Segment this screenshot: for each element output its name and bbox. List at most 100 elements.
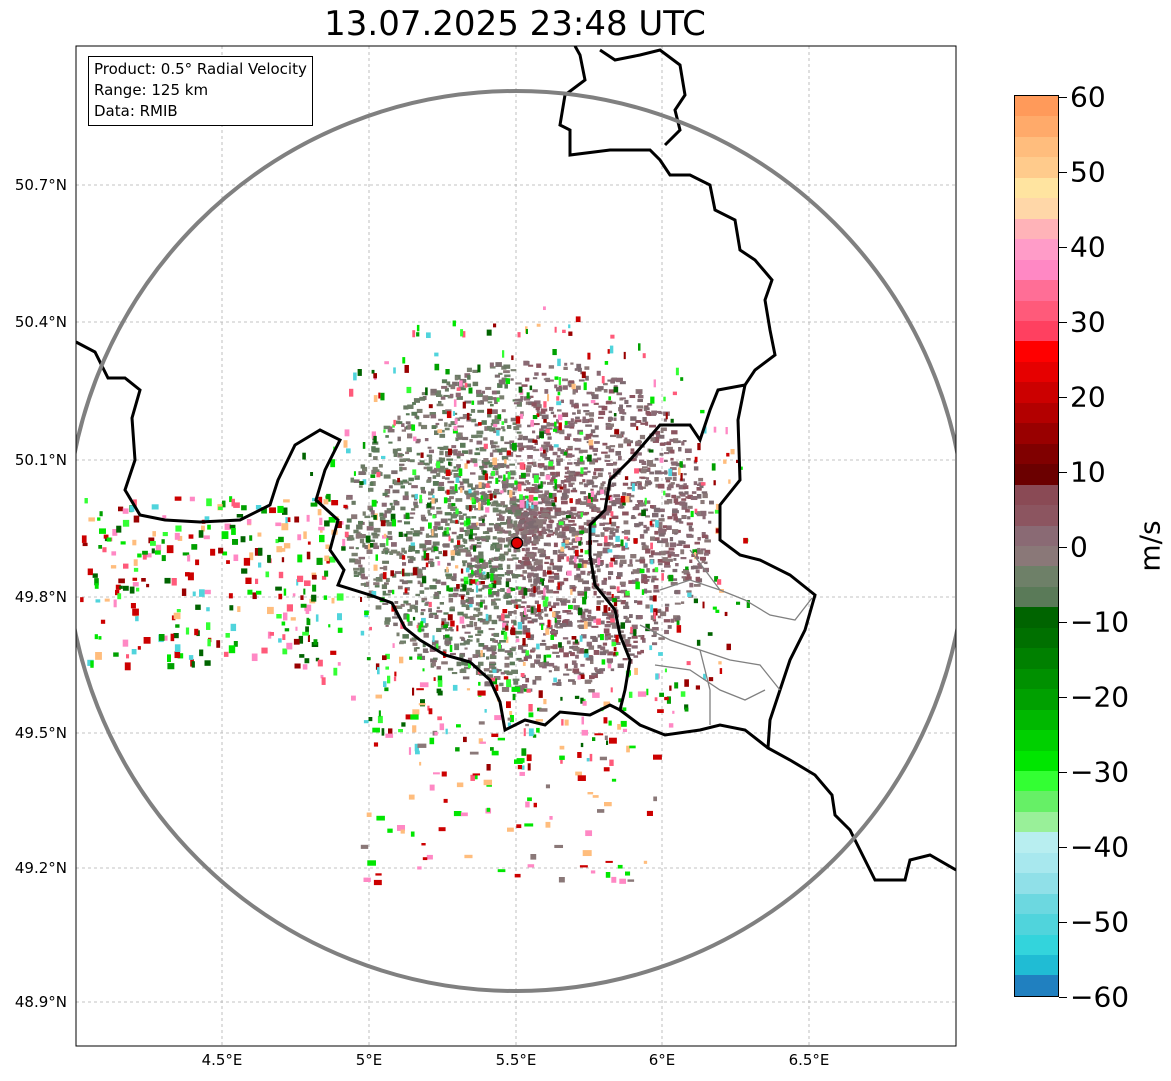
- echo-cell: [591, 505, 597, 509]
- colorbar-segment: [1015, 873, 1058, 894]
- echo-cell: [568, 471, 574, 476]
- echo-cell: [514, 549, 521, 553]
- echo-cell: [545, 821, 551, 828]
- echo-cell: [605, 563, 609, 568]
- echo-cell: [448, 627, 453, 631]
- echo-cell: [472, 381, 479, 387]
- echo-cell: [382, 572, 387, 580]
- echo-cell: [403, 600, 409, 604]
- echo-cell: [627, 564, 633, 567]
- echo-cell: [398, 552, 403, 556]
- echo-cell: [403, 458, 410, 462]
- echo-cell: [696, 494, 702, 499]
- echo-cell: [521, 649, 527, 654]
- echo-cell: [92, 573, 98, 578]
- echo-cell: [401, 423, 405, 427]
- echo-cell: [574, 419, 582, 423]
- echo-cell: [491, 565, 499, 569]
- echo-cell: [561, 535, 567, 539]
- echo-cell: [617, 590, 622, 593]
- echo-cell: [493, 524, 499, 529]
- echo-cell: [294, 516, 300, 523]
- echo-cell: [241, 568, 248, 574]
- echo-cell: [594, 507, 599, 510]
- echo-cell: [397, 415, 401, 420]
- echo-cell: [532, 430, 536, 434]
- echo-cell: [441, 621, 445, 626]
- echo-cell: [543, 465, 548, 471]
- echo-cell: [472, 773, 481, 776]
- echo-cell: [367, 505, 373, 510]
- echo-cell: [384, 620, 390, 625]
- echo-cell: [554, 624, 558, 628]
- echo-cell: [459, 544, 466, 547]
- echo-cell: [475, 670, 480, 675]
- echo-cell: [451, 672, 458, 675]
- echo-cell: [536, 413, 540, 418]
- echo-cell: [491, 471, 495, 476]
- echo-cell: [594, 459, 599, 463]
- echo-cell: [686, 661, 691, 666]
- echo-cell: [591, 558, 598, 564]
- echo-cell: [383, 681, 387, 688]
- echo-cell: [642, 353, 646, 359]
- echo-cell: [504, 544, 509, 548]
- echo-cell: [508, 653, 513, 658]
- echo-cell: [547, 481, 554, 485]
- echo-cell: [410, 572, 414, 576]
- echo-cell: [549, 492, 553, 498]
- colorbar-segment: [1015, 627, 1058, 649]
- echo-cell: [489, 366, 496, 369]
- echo-cell: [275, 522, 282, 527]
- colorbar-segment: [1015, 893, 1058, 915]
- echo-cell: [579, 431, 584, 435]
- echo-cell: [609, 585, 616, 588]
- echo-cell: [633, 655, 639, 658]
- echo-cell: [170, 633, 175, 642]
- echo-cell: [465, 598, 469, 603]
- echo-cell: [647, 500, 651, 504]
- echo-cell: [501, 421, 505, 425]
- echo-cell: [653, 754, 662, 760]
- echo-cell: [174, 651, 181, 659]
- echo-cell: [247, 589, 253, 595]
- echo-cell: [639, 459, 645, 464]
- echo-cell: [427, 509, 431, 514]
- echo-cell: [453, 587, 459, 592]
- echo-cell: [133, 499, 137, 507]
- echo-cell: [653, 612, 656, 620]
- echo-cell: [385, 666, 390, 670]
- echo-cell: [665, 477, 672, 480]
- echo-cell: [427, 547, 432, 551]
- echo-cell: [577, 533, 584, 536]
- echo-cell: [469, 615, 476, 621]
- echo-cell: [525, 377, 530, 382]
- echo-cell: [599, 668, 605, 672]
- echo-cell: [404, 588, 408, 594]
- echo-cell: [492, 591, 500, 595]
- echo-cell: [392, 448, 398, 454]
- echo-cell: [106, 537, 112, 542]
- echo-cell: [699, 484, 704, 489]
- echo-cell: [644, 580, 648, 584]
- echo-cell: [675, 518, 682, 523]
- echo-cell: [634, 667, 638, 675]
- echo-cell: [470, 579, 476, 584]
- echo-cell: [554, 511, 561, 516]
- echo-cell: [351, 695, 356, 701]
- echo-cell: [506, 679, 512, 688]
- echo-cell: [506, 570, 514, 574]
- echo-cell: [540, 481, 543, 489]
- echo-cell: [688, 525, 693, 531]
- echo-cell: [369, 539, 375, 543]
- echo-cell: [572, 472, 578, 475]
- echo-cell: [580, 570, 586, 575]
- echo-cell: [687, 592, 692, 598]
- echo-cell: [614, 641, 621, 645]
- colorbar-segment: [1015, 505, 1058, 526]
- echo-cell: [708, 511, 714, 514]
- echo-cell: [453, 399, 457, 407]
- echo-cell: [611, 482, 617, 487]
- echo-cell: [518, 398, 523, 402]
